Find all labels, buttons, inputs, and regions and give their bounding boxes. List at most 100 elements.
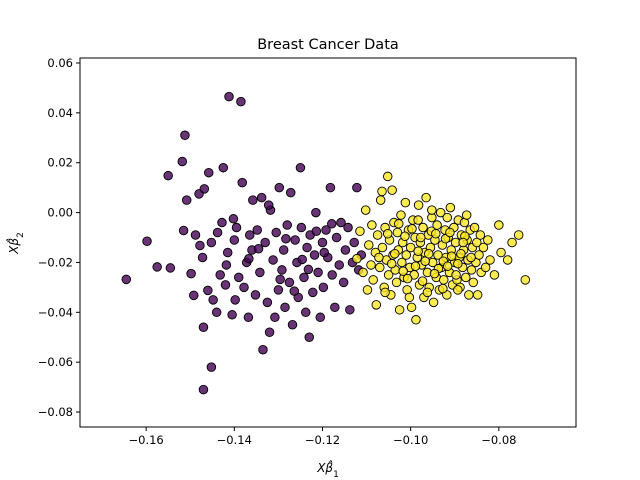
data-point-s0-39	[239, 282, 249, 293]
data-point-s0-106	[289, 286, 300, 296]
data-point-s1-1	[355, 226, 365, 237]
data-point-s1-152	[427, 205, 437, 215]
x-axis-label-subscript: 1	[333, 470, 339, 480]
data-point-s0-82	[318, 282, 329, 293]
data-point-s1-144	[442, 261, 453, 271]
data-point-s1-143	[429, 268, 440, 279]
data-point-s1-6	[366, 260, 376, 270]
data-point-s1-111	[502, 255, 513, 265]
data-point-s1-132	[410, 261, 421, 271]
data-point-s0-20	[203, 167, 214, 178]
data-point-s1-118	[400, 231, 410, 242]
y-axis-label: Xβ̂2	[5, 232, 26, 255]
data-point-s0-33	[229, 235, 240, 245]
data-point-s0-102	[253, 243, 264, 254]
data-point-s0-70	[296, 222, 307, 233]
data-point-s1-138	[451, 270, 461, 280]
data-point-s0-64	[285, 187, 296, 198]
data-point-s1-137	[445, 227, 455, 238]
x-tick-label: −0.10	[393, 433, 428, 447]
data-point-s0-27	[218, 162, 229, 173]
data-point-s0-87	[330, 302, 340, 313]
data-point-s0-109	[311, 226, 322, 237]
data-point-s0-11	[190, 230, 201, 240]
plot-area	[80, 58, 576, 427]
data-point-s1-18	[382, 171, 393, 182]
data-point-s1-40	[406, 302, 417, 313]
data-point-s1-114	[520, 275, 531, 285]
data-point-s1-19	[383, 270, 394, 280]
x-axis-ticks: −0.16 −0.14 −0.12 −0.10 −0.08	[129, 427, 516, 447]
data-point-s1-100	[472, 290, 483, 300]
data-point-s0-54	[268, 255, 278, 265]
data-point-s1-89	[461, 272, 471, 283]
data-point-s1-94	[466, 265, 477, 275]
data-point-s1-8	[368, 275, 378, 285]
data-point-s1-96	[468, 277, 479, 288]
data-point-s0-10	[188, 290, 199, 301]
y-tick-label: 0.00	[47, 206, 73, 220]
data-point-s1-46	[413, 200, 424, 210]
data-point-s0-15	[198, 322, 209, 333]
data-point-s0-42	[244, 230, 255, 240]
data-point-s1-148	[422, 287, 433, 298]
data-point-s0-60	[278, 245, 289, 255]
data-point-s1-105	[480, 262, 491, 273]
data-point-s1-53	[421, 192, 431, 203]
data-point-s1-141	[398, 266, 408, 276]
data-point-s0-105	[281, 234, 291, 244]
data-point-s1-69	[438, 275, 449, 285]
data-point-s1-147	[404, 292, 415, 303]
data-point-s0-103	[263, 200, 274, 210]
data-point-s0-34	[230, 295, 240, 305]
axes-frame	[79, 57, 577, 428]
chart-title: Breast Cancer Data	[257, 37, 399, 53]
data-point-s0-80	[315, 312, 326, 323]
data-point-s0-9	[186, 268, 196, 279]
data-point-s1-0	[352, 253, 362, 264]
x-tick-label: −0.16	[129, 433, 164, 447]
data-point-s0-22	[208, 295, 218, 305]
data-point-s1-10	[371, 300, 382, 310]
data-point-s1-30	[396, 210, 406, 220]
data-point-s1-149	[438, 283, 448, 294]
data-point-s1-125	[446, 251, 457, 261]
data-point-s1-109	[494, 220, 504, 230]
data-point-s0-108	[303, 264, 314, 275]
data-point-s0-38	[237, 177, 247, 188]
y-tick-label: −0.02	[38, 255, 73, 269]
data-point-s0-28	[220, 280, 231, 290]
data-point-s1-34	[400, 197, 411, 208]
data-point-s0-17	[203, 285, 213, 296]
data-point-s0-6	[180, 130, 190, 141]
data-point-s1-4	[362, 285, 373, 295]
data-point-s0-51	[262, 297, 273, 308]
data-point-s0-59	[277, 265, 287, 275]
data-point-s0-61	[280, 302, 290, 313]
y-tick-label: −0.08	[38, 405, 73, 419]
data-point-s1-119	[407, 224, 417, 234]
data-point-s1-108	[489, 270, 500, 280]
data-point-s0-74	[304, 332, 315, 342]
data-point-s0-0	[121, 274, 132, 285]
data-point-s1-39	[405, 242, 416, 253]
data-point-s1-66	[435, 207, 446, 218]
x-tick-label: −0.14	[217, 433, 252, 447]
data-point-s1-104	[478, 242, 489, 253]
data-point-s0-85	[325, 182, 336, 193]
data-point-s0-63	[284, 277, 295, 288]
data-point-s1-133	[417, 276, 428, 286]
data-point-s1-128	[374, 252, 384, 263]
data-point-s1-7	[367, 220, 377, 230]
data-point-s0-66	[290, 235, 300, 245]
data-point-s0-18	[206, 362, 217, 372]
data-point-s1-2	[358, 267, 368, 278]
data-point-s0-26	[217, 217, 227, 228]
data-point-s1-50	[418, 222, 428, 233]
data-point-s0-37	[236, 96, 246, 107]
data-point-s1-113	[513, 230, 524, 240]
data-point-s1-140	[466, 252, 476, 263]
x-axis-label: Xβ̂1	[316, 459, 339, 480]
data-point-s0-49	[258, 344, 268, 355]
